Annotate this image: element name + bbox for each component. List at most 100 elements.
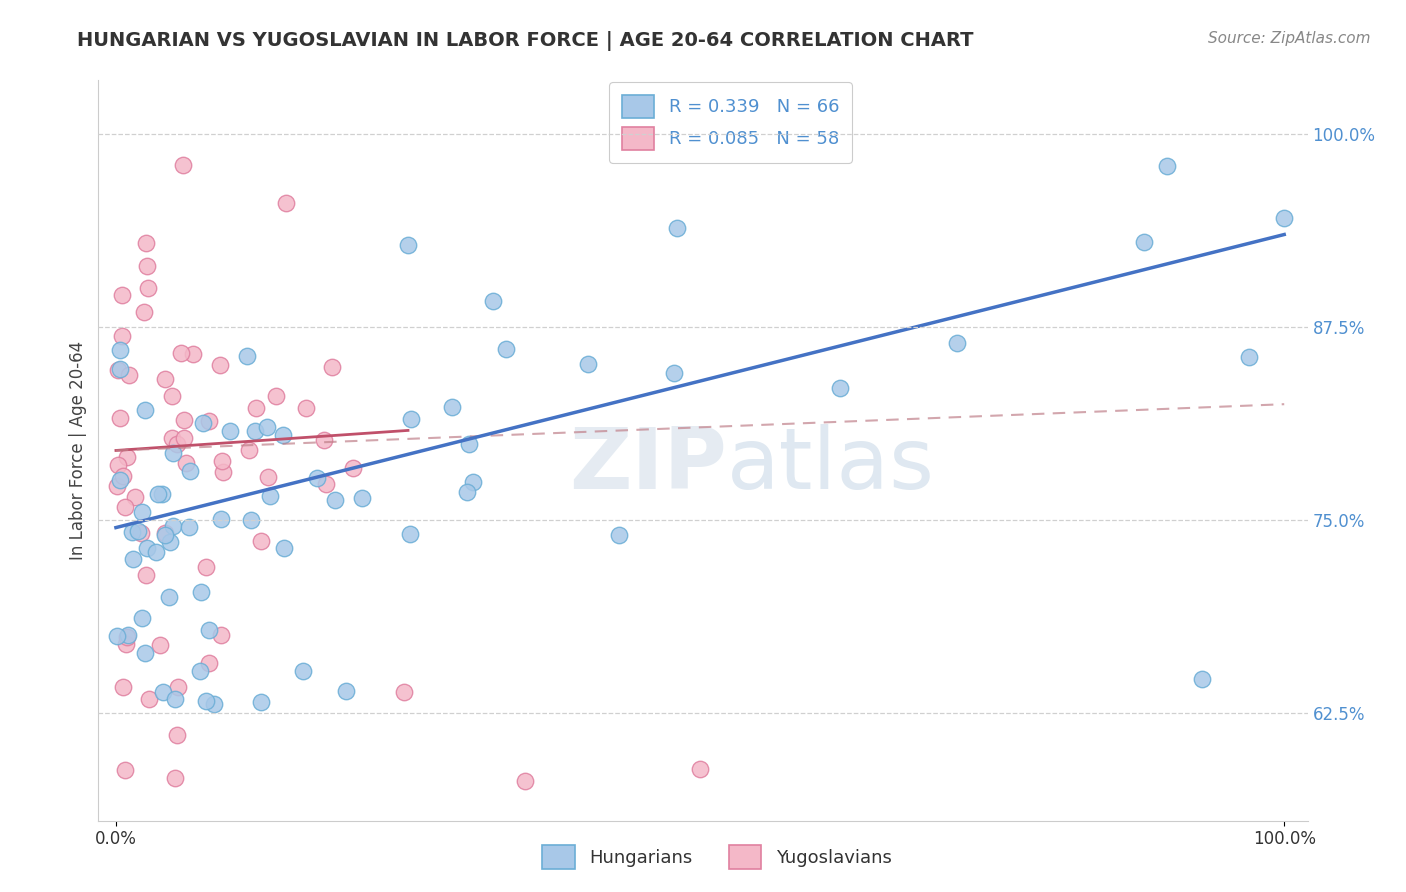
Point	[166, 680, 188, 694]
Point	[153, 526, 176, 541]
Point	[148, 486, 170, 500]
Point	[495, 343, 517, 357]
Point	[295, 401, 318, 415]
Point	[155, 372, 177, 386]
Point	[191, 416, 214, 430]
Point	[399, 412, 422, 426]
Text: HUNGARIAN VS YUGOSLAVIAN IN LABOR FORCE | AGE 20-64 CORRELATION CHART: HUNGARIAN VS YUGOSLAVIAN IN LABOR FORCE …	[77, 31, 974, 51]
Point	[108, 473, 131, 487]
Point	[135, 568, 157, 582]
Point	[115, 630, 138, 644]
Point	[108, 362, 131, 376]
Legend: Hungarians, Yugoslavians: Hungarians, Yugoslavians	[536, 838, 898, 876]
Text: Source: ZipAtlas.com: Source: ZipAtlas.com	[1208, 31, 1371, 46]
Point	[266, 389, 288, 403]
Point	[114, 637, 136, 651]
Point	[124, 490, 146, 504]
Point	[1133, 235, 1156, 249]
Point	[689, 762, 711, 776]
Point	[172, 158, 194, 172]
Point	[211, 454, 233, 468]
Point	[174, 456, 197, 470]
Point	[274, 195, 297, 210]
Point	[198, 414, 221, 428]
Point	[152, 685, 174, 699]
Point	[249, 695, 271, 709]
Point	[135, 236, 157, 251]
Point	[188, 664, 211, 678]
Point	[208, 358, 231, 372]
Point	[107, 362, 129, 376]
Point	[114, 500, 136, 514]
Point	[160, 389, 183, 403]
Point	[138, 691, 160, 706]
Point	[111, 468, 134, 483]
Point	[323, 493, 346, 508]
Text: atlas: atlas	[727, 424, 935, 507]
Point	[153, 528, 176, 542]
Text: ZIP: ZIP	[569, 424, 727, 507]
Point	[166, 728, 188, 742]
Point	[292, 665, 315, 679]
Point	[162, 518, 184, 533]
Point	[458, 437, 481, 451]
Point	[131, 505, 153, 519]
Point	[107, 458, 129, 472]
Point	[179, 463, 201, 477]
Point	[312, 433, 335, 447]
Point	[162, 446, 184, 460]
Point	[117, 368, 139, 382]
Point	[136, 280, 159, 294]
Point	[134, 402, 156, 417]
Point	[111, 329, 134, 343]
Point	[463, 475, 485, 489]
Point	[136, 259, 159, 273]
Point	[576, 357, 599, 371]
Point	[181, 347, 204, 361]
Point	[212, 465, 235, 479]
Point	[112, 680, 135, 694]
Point	[117, 628, 139, 642]
Point	[235, 349, 257, 363]
Point	[245, 401, 267, 415]
Point	[127, 524, 149, 539]
Point	[145, 545, 167, 559]
Point	[136, 541, 159, 556]
Point	[946, 336, 969, 351]
Point	[163, 771, 186, 785]
Point	[456, 485, 478, 500]
Point	[1237, 351, 1260, 365]
Point	[134, 305, 156, 319]
Point	[179, 520, 201, 534]
Point	[273, 541, 295, 555]
Point	[315, 476, 337, 491]
Point	[162, 431, 184, 445]
Point	[239, 513, 262, 527]
Y-axis label: In Labor Force | Age 20-64: In Labor Force | Age 20-64	[69, 341, 87, 560]
Point	[159, 534, 181, 549]
Point	[170, 345, 193, 359]
Point	[202, 697, 225, 711]
Point	[482, 293, 505, 308]
Point	[665, 221, 688, 235]
Point	[211, 628, 233, 642]
Point	[399, 526, 422, 541]
Point	[157, 590, 180, 604]
Point	[108, 411, 131, 425]
Point	[607, 528, 630, 542]
Point	[219, 424, 242, 438]
Point	[190, 584, 212, 599]
Point	[830, 381, 852, 395]
Point	[209, 512, 232, 526]
Point	[166, 437, 188, 451]
Point	[396, 238, 419, 252]
Point	[195, 694, 218, 708]
Point	[198, 656, 221, 670]
Point	[194, 560, 217, 574]
Point	[249, 534, 271, 549]
Point	[110, 343, 132, 357]
Point	[441, 400, 464, 414]
Point	[305, 471, 328, 485]
Legend: R = 0.339   N = 66, R = 0.085   N = 58: R = 0.339 N = 66, R = 0.085 N = 58	[609, 82, 852, 162]
Point	[149, 638, 172, 652]
